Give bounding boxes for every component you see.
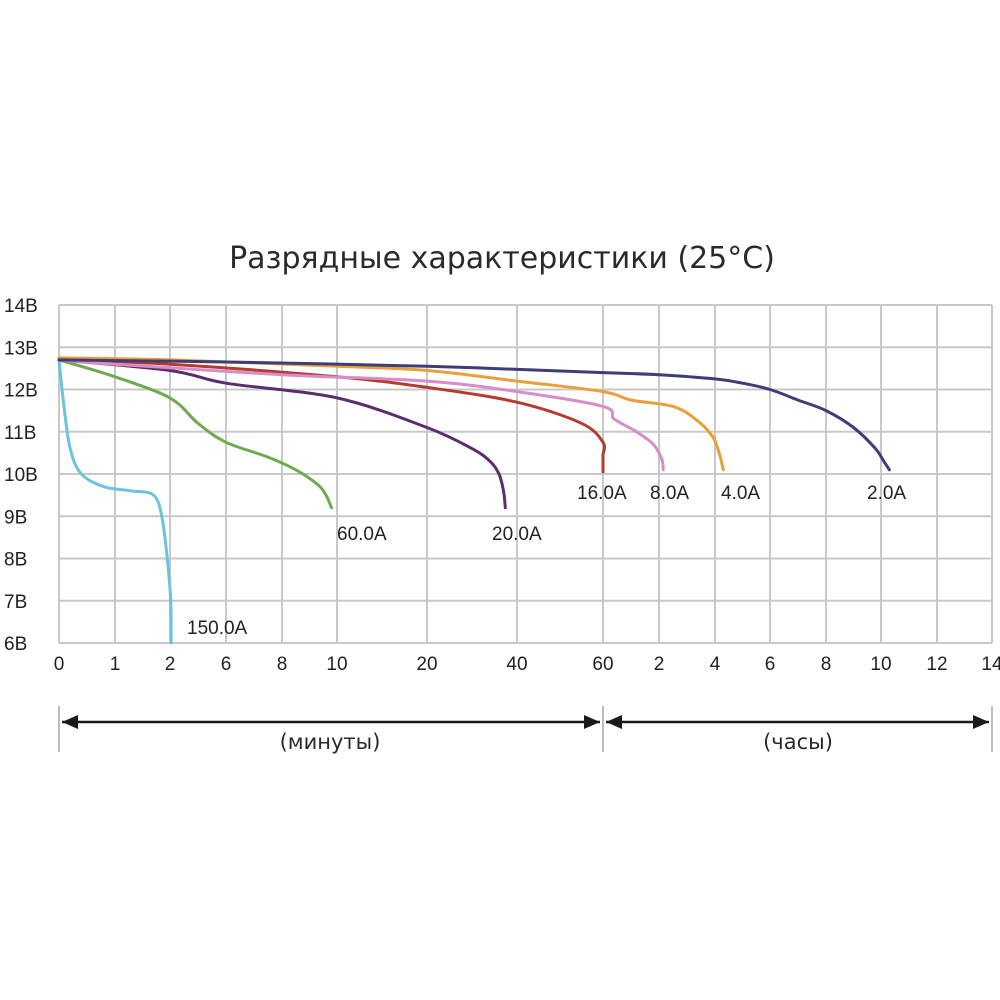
x-tick-label: 8 xyxy=(821,654,832,675)
series-line-2-0a xyxy=(57,358,891,472)
range-arrowhead xyxy=(584,715,600,729)
x-tick-label: 2 xyxy=(654,654,665,675)
series-line-20-0a xyxy=(57,358,507,510)
x-tick-label: 6 xyxy=(765,654,776,675)
x-tick-label: 4 xyxy=(710,654,721,675)
x-tick-label: 60 xyxy=(592,654,613,675)
label-20a: 20.0A xyxy=(492,524,542,545)
label-4a: 4.0A xyxy=(721,483,760,504)
x-tick-label: 6 xyxy=(221,654,232,675)
y-tick-label: 11В xyxy=(4,423,36,444)
y-tick-label: 13В xyxy=(4,338,38,359)
y-tick-label: 10В xyxy=(4,465,38,486)
x-tick-label: 2 xyxy=(165,654,176,675)
discharge-curves xyxy=(57,356,891,645)
chart-title: Разрядные характеристики (25°C) xyxy=(229,241,775,276)
series-line-8-0a xyxy=(57,358,665,472)
x-tick-label: 1 xyxy=(110,654,121,675)
y-tick-label: 12В xyxy=(4,381,38,402)
y-tick-label: 8В xyxy=(4,550,27,571)
x-tick-label: 20 xyxy=(416,654,437,675)
range-arrowhead xyxy=(606,715,622,729)
series-line-150-0a xyxy=(57,358,173,645)
range-label-minutes: (минуты) xyxy=(280,730,381,754)
y-tick-label: 6В xyxy=(4,634,27,655)
label-60a: 60.0A xyxy=(337,524,387,545)
label-150a: 150.0A xyxy=(187,618,248,639)
curve-labels: 150.0A 60.0A 20.0A 16.0A 8.0A 4.0A 2.0A xyxy=(187,483,906,639)
series-line-60-0a xyxy=(57,358,333,510)
label-2a: 2.0A xyxy=(867,483,906,504)
range-arrowhead xyxy=(62,715,78,729)
grid xyxy=(58,304,993,644)
x-tick-label: 40 xyxy=(506,654,527,675)
x-tick-label: 8 xyxy=(277,654,288,675)
label-16a: 16.0A xyxy=(577,483,627,504)
label-8a: 8.0A xyxy=(650,483,689,504)
time-ranges: (минуты) (часы) xyxy=(58,706,993,754)
range-arrowhead xyxy=(973,715,989,729)
y-tick-label: 7В xyxy=(4,592,27,613)
x-tick-label: 10 xyxy=(326,654,347,675)
x-tick-label: 0 xyxy=(54,654,65,675)
x-tick-label: 12 xyxy=(926,654,947,675)
y-axis-ticks: 14В 13В 12В 11В 10В 9В 8В 7В 6В xyxy=(4,296,38,655)
x-axis-ticks: 0 1 2 6 8 10 20 40 60 2 4 6 8 10 12 14 xyxy=(54,654,1000,675)
y-tick-label: 14В xyxy=(4,296,38,317)
x-tick-label: 14 xyxy=(981,654,1000,675)
y-tick-label: 9В xyxy=(4,507,27,528)
range-label-hours: (часы) xyxy=(763,730,833,754)
series-line-16-0a xyxy=(57,358,607,474)
x-tick-label: 10 xyxy=(870,654,891,675)
